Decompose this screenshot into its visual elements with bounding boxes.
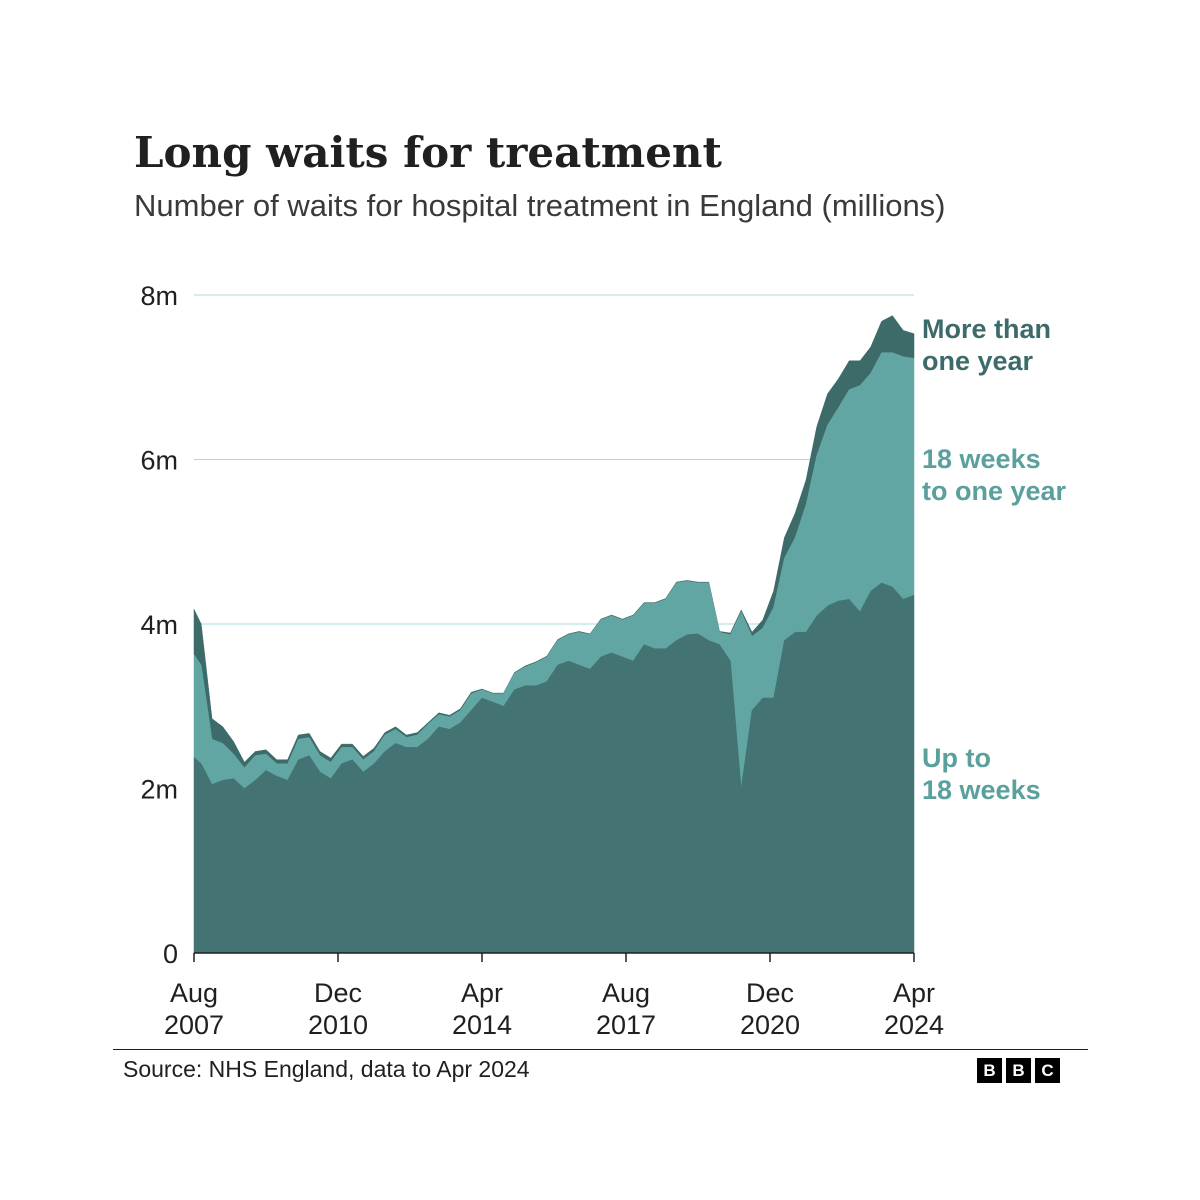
y-tick-label-0: 0 [163, 939, 178, 969]
x-tick-label-2-0: Apr [461, 978, 503, 1008]
y-tick-label-3: 6m [140, 446, 178, 476]
series-label-0-1: one year [922, 346, 1034, 376]
source-note: Source: NHS England, data to Apr 2024 [123, 1056, 530, 1082]
bbc-logo: B B C [977, 1058, 1060, 1083]
y-tick-label-1: 2m [140, 775, 178, 805]
logo-letter-c: C [1035, 1058, 1060, 1083]
area-series-0 [193, 582, 915, 954]
x-tick-label-4-0: Dec [746, 978, 794, 1008]
x-tick-label-5-1: 2024 [884, 1010, 944, 1040]
chart-title: Long waits for treatment [134, 128, 722, 177]
x-tick-label-2-1: 2014 [452, 1010, 512, 1040]
x-tick-label-4-1: 2020 [740, 1010, 800, 1040]
series-label-2-1: 18 weeks [922, 775, 1041, 805]
y-tick-label-4: 8m [140, 281, 178, 311]
chart-subtitle: Number of waits for hospital treatment i… [134, 188, 946, 223]
series-label-2-0: Up to [922, 743, 991, 773]
series-label-1-1: to one year [922, 476, 1067, 506]
logo-letter-b1: B [977, 1058, 1002, 1083]
series-label-1-0: 18 weeks [922, 444, 1041, 474]
x-tick-label-1-0: Dec [314, 978, 362, 1008]
x-tick-label-5-0: Apr [893, 978, 935, 1008]
x-tick-label-0-0: Aug [170, 978, 218, 1008]
x-tick-label-0-1: 2007 [164, 1010, 224, 1040]
y-tick-label-2: 4m [140, 610, 178, 640]
x-tick-label-3-1: 2017 [596, 1010, 656, 1040]
x-tick-label-3-0: Aug [602, 978, 650, 1008]
logo-letter-b2: B [1006, 1058, 1031, 1083]
series-label-0-0: More than [922, 314, 1051, 344]
x-tick-label-1-1: 2010 [308, 1010, 368, 1040]
footer-divider [113, 1049, 1088, 1050]
